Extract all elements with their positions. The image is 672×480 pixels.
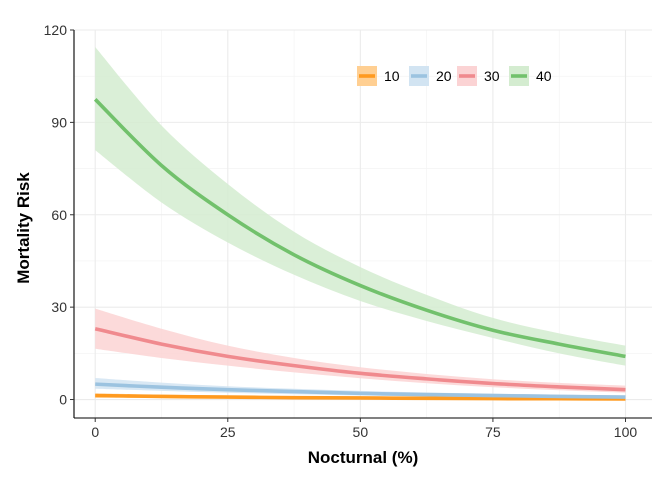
y-tick-label: 60 bbox=[51, 207, 67, 223]
legend-item-30: 30 bbox=[457, 66, 500, 86]
legend-item-40: 40 bbox=[509, 66, 552, 86]
series-line-20 bbox=[95, 382, 626, 399]
legend-label-20: 20 bbox=[436, 68, 452, 84]
x-axis-title: Nocturnal (%) bbox=[308, 448, 419, 467]
y-tick-label: 30 bbox=[51, 299, 67, 315]
series-line-10 bbox=[95, 393, 626, 401]
y-tick-label: 120 bbox=[44, 22, 68, 38]
legend-item-20: 20 bbox=[409, 66, 452, 86]
legend-label-10: 10 bbox=[384, 68, 400, 84]
legend-label-40: 40 bbox=[536, 68, 552, 84]
y-tick-label: 0 bbox=[59, 392, 67, 408]
grid bbox=[74, 29, 652, 418]
axes: 0 25 50 75 100 0 30 60 90 120 bbox=[44, 22, 652, 440]
legend-label-30: 30 bbox=[484, 68, 500, 84]
legend: 10 20 30 40 bbox=[357, 66, 552, 86]
series-line-40 bbox=[93, 98, 626, 359]
x-tick-label: 50 bbox=[353, 424, 369, 440]
y-tick-label: 90 bbox=[51, 114, 67, 130]
series-lines bbox=[93, 98, 626, 401]
x-tick-label: 0 bbox=[91, 424, 99, 440]
legend-item-10: 10 bbox=[357, 66, 400, 86]
x-tick-label: 75 bbox=[485, 424, 501, 440]
x-tick-label: 25 bbox=[220, 424, 236, 440]
confidence-band-40 bbox=[95, 46, 626, 366]
y-axis-title: Mortality Risk bbox=[14, 172, 33, 284]
x-tick-label: 100 bbox=[614, 424, 638, 440]
series-line-30 bbox=[94, 326, 626, 392]
